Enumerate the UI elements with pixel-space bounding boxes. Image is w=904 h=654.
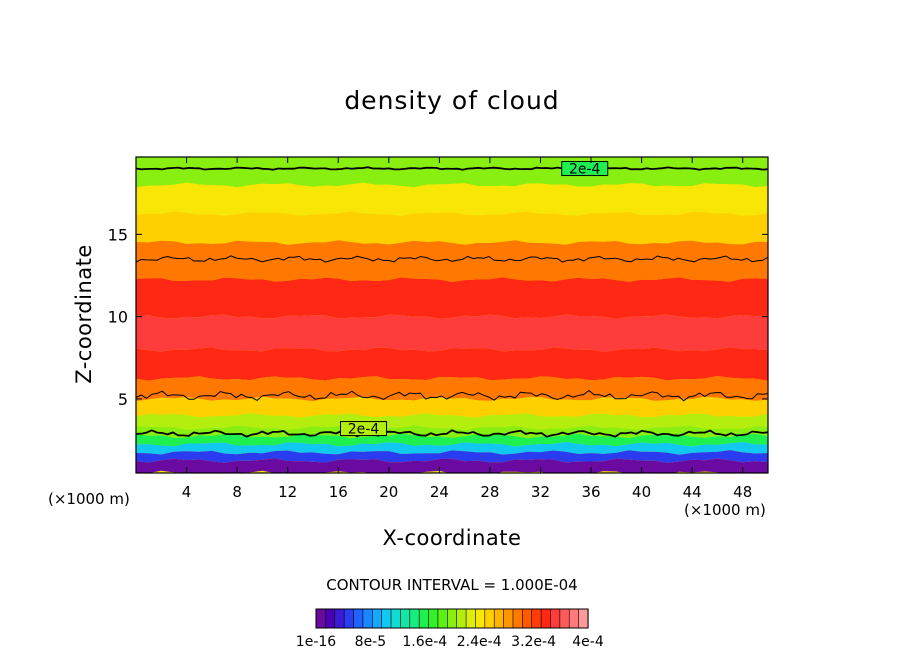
x-tick-label: 44 (683, 483, 702, 501)
colorbar-swatch (578, 608, 589, 629)
x-tick-label: 12 (278, 483, 297, 501)
chart-title: density of cloud (344, 86, 560, 115)
x-tick-label: 32 (531, 483, 550, 501)
colorbar-swatch (437, 608, 448, 629)
contour-label-background (340, 421, 388, 437)
colorbar-swatch (465, 608, 477, 629)
colorbar-swatch (390, 608, 402, 629)
colorbar-swatch (334, 608, 345, 629)
y-axis-label: Z-coordinate (72, 244, 96, 384)
colorbar-swatch (353, 608, 364, 629)
x-tick-label: 36 (581, 483, 600, 501)
colorbar-swatch (456, 608, 467, 629)
density-band (136, 413, 768, 430)
colorbar-swatch (522, 608, 533, 629)
density-band (136, 277, 768, 319)
colorbar-swatch (475, 608, 486, 629)
colorbar-tick-label: 1.6e-4 (402, 634, 447, 650)
density-band (136, 157, 768, 188)
colorbar-swatch (362, 608, 373, 629)
y-tick-label: 15 (108, 225, 128, 244)
colorbar-swatch (568, 608, 580, 629)
contour-label: 2e-4 (569, 162, 601, 178)
y-tick-label: 5 (118, 390, 128, 409)
x-axis-label: X-coordinate (382, 526, 522, 550)
colorbar-swatch (484, 608, 495, 629)
density-band (136, 314, 768, 352)
colorbar-swatch (512, 608, 523, 629)
contour-line (136, 255, 768, 263)
colorbar-swatch (531, 608, 542, 629)
colorbar-tick-label: 3.2e-4 (511, 634, 556, 650)
y-tick-label: 10 (108, 308, 128, 327)
colorbar-swatch (409, 608, 420, 629)
x-tick-label: 24 (430, 483, 449, 501)
colorbar-swatch (381, 608, 392, 629)
colorbar-tick-label: 8e-5 (355, 634, 386, 650)
colorbar-tick-label: 4e-4 (572, 634, 604, 650)
colorbar-tick-label: 2.4e-4 (457, 634, 502, 650)
x-tick-label: 48 (733, 483, 752, 501)
x-tick-label: 16 (329, 483, 348, 501)
x-tick-label: 28 (480, 483, 499, 501)
colorbar-swatch (493, 608, 505, 629)
contour-line (136, 389, 768, 402)
density-band (136, 458, 768, 473)
colorbar-swatch (540, 608, 552, 629)
contour-line (136, 429, 768, 438)
x-tick-label: 4 (182, 483, 192, 501)
colorbar-frame (315, 608, 589, 629)
contour-interval-label: CONTOUR INTERVAL = 1.000E-04 (326, 576, 578, 594)
density-band (136, 347, 768, 381)
density-band (136, 450, 768, 463)
contour-label-background (561, 161, 609, 177)
colorbar-swatch (550, 608, 561, 629)
colorbar-swatch (400, 608, 411, 629)
colorbar-swatch (428, 608, 439, 629)
colorbar-swatch (315, 608, 326, 629)
x-tick-label: 40 (632, 483, 651, 501)
plot-frame (135, 156, 769, 474)
x-tick-label: 8 (232, 483, 242, 501)
x-unit-label-right: (×1000 m) (684, 501, 766, 519)
density-band (136, 433, 768, 447)
colorbar-swatch (343, 608, 355, 629)
x-unit-label-left: (×1000 m) (48, 490, 130, 508)
colorbar-swatch (325, 608, 336, 629)
density-band (136, 441, 768, 455)
colorbar-swatch (503, 608, 514, 629)
contour-line (136, 166, 768, 171)
colorbar-swatch (559, 608, 570, 629)
colorbar-swatch (371, 608, 383, 629)
density-band (136, 396, 768, 418)
density-band (136, 182, 768, 216)
colorbar-tick-label: 1e-16 (296, 634, 336, 650)
contour-label: 2e-4 (348, 422, 380, 438)
colorbar-swatch (418, 608, 430, 629)
density-band (136, 211, 768, 245)
x-tick-label: 20 (379, 483, 398, 501)
colorbar-swatch (447, 608, 458, 629)
